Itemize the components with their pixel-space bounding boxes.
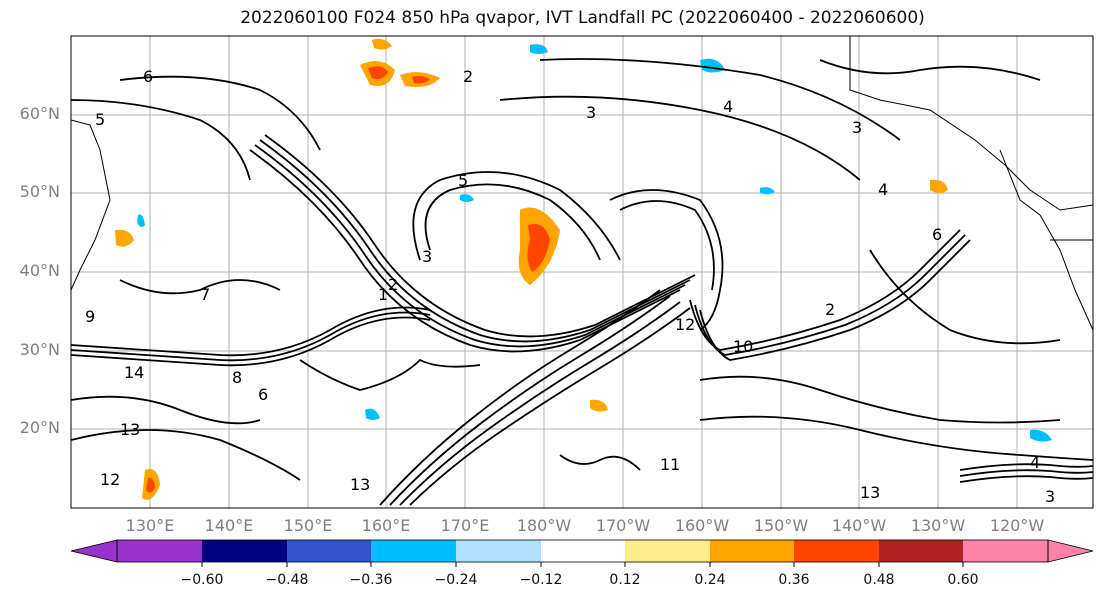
- contour-label: 8: [232, 368, 242, 387]
- colorbar-segment: [456, 540, 541, 562]
- colorbar-frame: [116, 539, 1049, 563]
- contour-label: 5: [458, 171, 468, 190]
- contour-label: 12: [675, 315, 695, 334]
- contour-label: 12: [100, 470, 120, 489]
- contour-label: 13: [120, 420, 140, 439]
- shade-patch: [530, 44, 548, 54]
- colorbar-segment: [963, 540, 1048, 562]
- colorbar-tick-label: −0.60: [180, 572, 224, 588]
- lon-label-150e: 150°E: [283, 516, 333, 535]
- colorbar-tick-label: −0.48: [265, 572, 309, 588]
- shade-patch: [590, 399, 608, 412]
- colorbar-extend-left: [70, 539, 118, 563]
- page-title: 2022060100 F024 850 hPa qvapor, IVT Land…: [240, 8, 925, 28]
- shade-patch: [372, 38, 392, 50]
- colorbar: [70, 539, 1094, 567]
- lon-label-160w: 160°W: [674, 516, 730, 535]
- contour-label: 13: [860, 483, 880, 502]
- contour-label: 11: [660, 455, 680, 474]
- contour-label: 3: [1045, 487, 1055, 506]
- gridlines: [71, 36, 1093, 508]
- colorbar-tick-label: 0.24: [694, 572, 726, 588]
- lon-label-170e: 170°E: [440, 516, 490, 535]
- colorbar-segment: [117, 540, 202, 562]
- lat-label-30n: 30°N: [19, 340, 60, 359]
- shade-patch: [1030, 429, 1052, 442]
- lon-label-130e: 130°E: [125, 516, 175, 535]
- contour-label: 6: [932, 225, 942, 244]
- ivt-contours: [71, 58, 1093, 506]
- contour-label: 3: [586, 103, 596, 122]
- lon-label-150w: 150°W: [753, 516, 809, 535]
- lon-label-140w: 140°W: [831, 516, 887, 535]
- contour-label: 10: [733, 337, 753, 356]
- contour-label: 2: [388, 275, 398, 294]
- shade-patch: [137, 214, 145, 227]
- coastlines: [71, 36, 1093, 331]
- shade-patch: [146, 477, 155, 493]
- shade-patch: [365, 408, 380, 420]
- colorbar-tick-label: −0.24: [434, 572, 478, 588]
- map-frame: [70, 35, 1094, 509]
- contour-label: 3: [852, 118, 862, 137]
- colorbar-segment: [710, 540, 794, 562]
- lon-label-180w: 180°W: [516, 516, 572, 535]
- contour-label: 9: [85, 307, 95, 326]
- lon-label-130w: 130°W: [910, 516, 966, 535]
- colorbar-tick-label: −0.12: [519, 572, 563, 588]
- contour-label: 2: [825, 300, 835, 319]
- shade-patch: [460, 194, 474, 202]
- lon-label-140e: 140°E: [204, 516, 254, 535]
- lat-label-60n: 60°N: [19, 104, 60, 123]
- colorbar-tick-label: 0.60: [947, 572, 979, 588]
- shade-patch: [115, 229, 134, 247]
- contour-label: 14: [124, 363, 144, 382]
- colorbar-tick-label: −0.36: [349, 572, 393, 588]
- contour-label: 4: [878, 180, 888, 199]
- colorbar-extend-right: [1047, 539, 1094, 563]
- shade-patch: [527, 224, 550, 272]
- colorbar-segment: [541, 540, 625, 562]
- contour-label: 2: [463, 67, 473, 86]
- colorbar-tick-label: 0.48: [863, 572, 895, 588]
- colorbar-segment: [794, 540, 879, 562]
- shade-patch: [412, 76, 430, 84]
- contour-labels: 6 5 3 4 2 1 5 3 2 3 6 4 2 13 10 12 8 11 …: [85, 67, 1055, 506]
- lat-label-50n: 50°N: [19, 182, 60, 201]
- contour-label: 1: [378, 285, 388, 304]
- contour-label: 3: [422, 247, 432, 266]
- lon-label-120w: 120°W: [989, 516, 1045, 535]
- shade-patch: [760, 187, 775, 195]
- lat-label-20n: 20°N: [19, 418, 60, 437]
- lat-label-40n: 40°N: [19, 261, 60, 280]
- contour-label: 6: [143, 67, 153, 86]
- lon-label-160e: 160°E: [361, 516, 411, 535]
- shade-patch: [930, 179, 948, 193]
- colorbar-segment: [625, 540, 710, 562]
- colorbar-segment: [879, 540, 963, 562]
- contour-label: 6: [258, 385, 268, 404]
- contour-label: 4: [1030, 453, 1040, 472]
- contour-label: 7: [200, 285, 210, 304]
- contour-label: 13: [350, 475, 370, 494]
- lon-label-170w: 170°W: [595, 516, 651, 535]
- colorbar-segment: [371, 540, 456, 562]
- colorbar-tick-label: 0.12: [609, 572, 641, 588]
- colorbar-segment: [287, 540, 371, 562]
- colorbar-tick-label: 0.36: [778, 572, 810, 588]
- contour-label: 5: [95, 110, 105, 129]
- shade-patch: [368, 66, 388, 80]
- colorbar-segment: [202, 540, 287, 562]
- contour-label: 4: [723, 97, 733, 116]
